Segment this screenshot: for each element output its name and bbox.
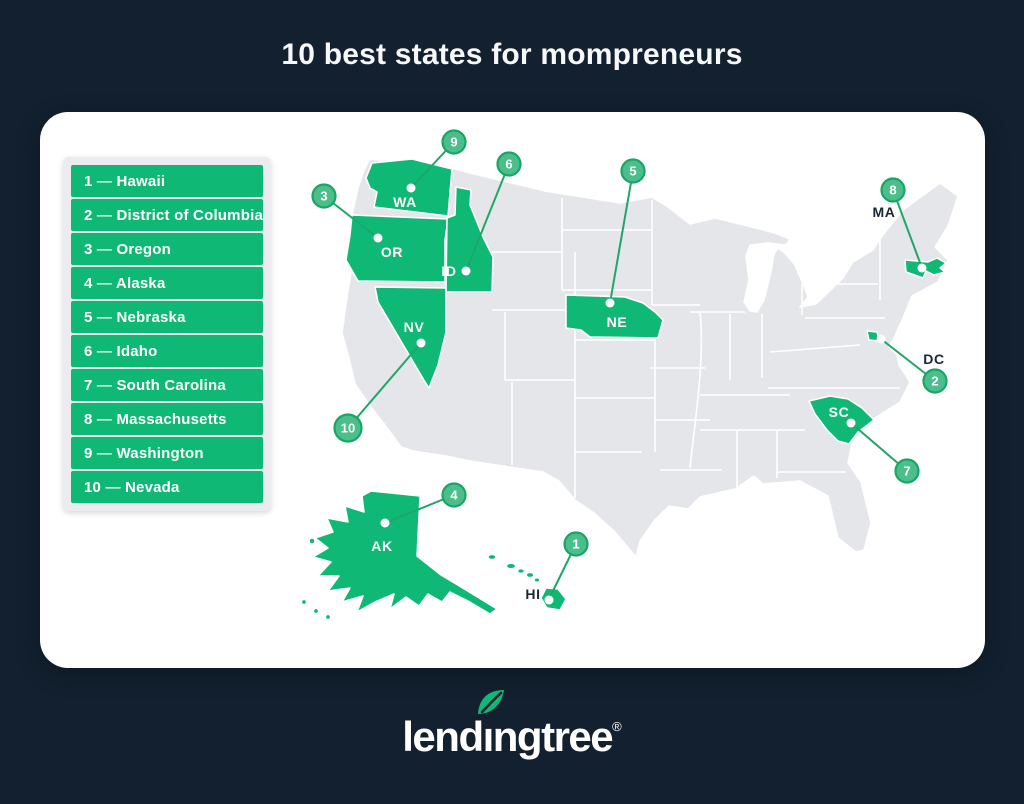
legend-item-8: 8 — Massachusetts [71, 403, 263, 435]
lendingtree-wordmark: lendı ngtree® [402, 690, 622, 760]
legend-item-label: 9 — Washington [84, 444, 204, 462]
legend-item-label: 6 — Idaho [84, 342, 158, 360]
wordmark-part2: ngtree [492, 713, 614, 760]
leaf-icon [477, 690, 504, 714]
wordmark-i: ı [477, 690, 504, 760]
wordmark-part1: lend [402, 713, 484, 760]
legend-item-label: 1 — Hawaii [84, 172, 166, 190]
legend-item-7: 7 — South Carolina [71, 369, 263, 401]
legend-item-10: 10 — Nevada [71, 471, 263, 503]
legend-item-4: 4 — Alaska [71, 267, 263, 299]
legend-item-label: 4 — Alaska [84, 274, 166, 292]
ranking-legend: 1 — Hawaii 2 — District of Columbia 3 — … [63, 157, 271, 511]
page-title: 10 best states for mompreneurs [281, 38, 743, 71]
legend-item-6: 6 — Idaho [71, 335, 263, 367]
legend-item-label: 3 — Oregon [84, 240, 172, 258]
lendingtree-logo: lendı ngtree® [0, 690, 1024, 760]
legend-item-label: 7 — South Carolina [84, 376, 226, 394]
legend-item-5: 5 — Nebraska [71, 301, 263, 333]
legend-item-1: 1 — Hawaii [71, 165, 263, 197]
legend-item-label: 8 — Massachusetts [84, 410, 227, 428]
legend-item-2: 2 — District of Columbia [71, 199, 263, 231]
legend-item-3: 3 — Oregon [71, 233, 263, 265]
registered-mark: ® [612, 719, 622, 734]
legend-item-label: 10 — Nevada [84, 478, 180, 496]
legend-item-label: 2 — District of Columbia [84, 206, 263, 224]
legend-item-label: 5 — Nebraska [84, 308, 186, 326]
legend-item-9: 9 — Washington [71, 437, 263, 469]
